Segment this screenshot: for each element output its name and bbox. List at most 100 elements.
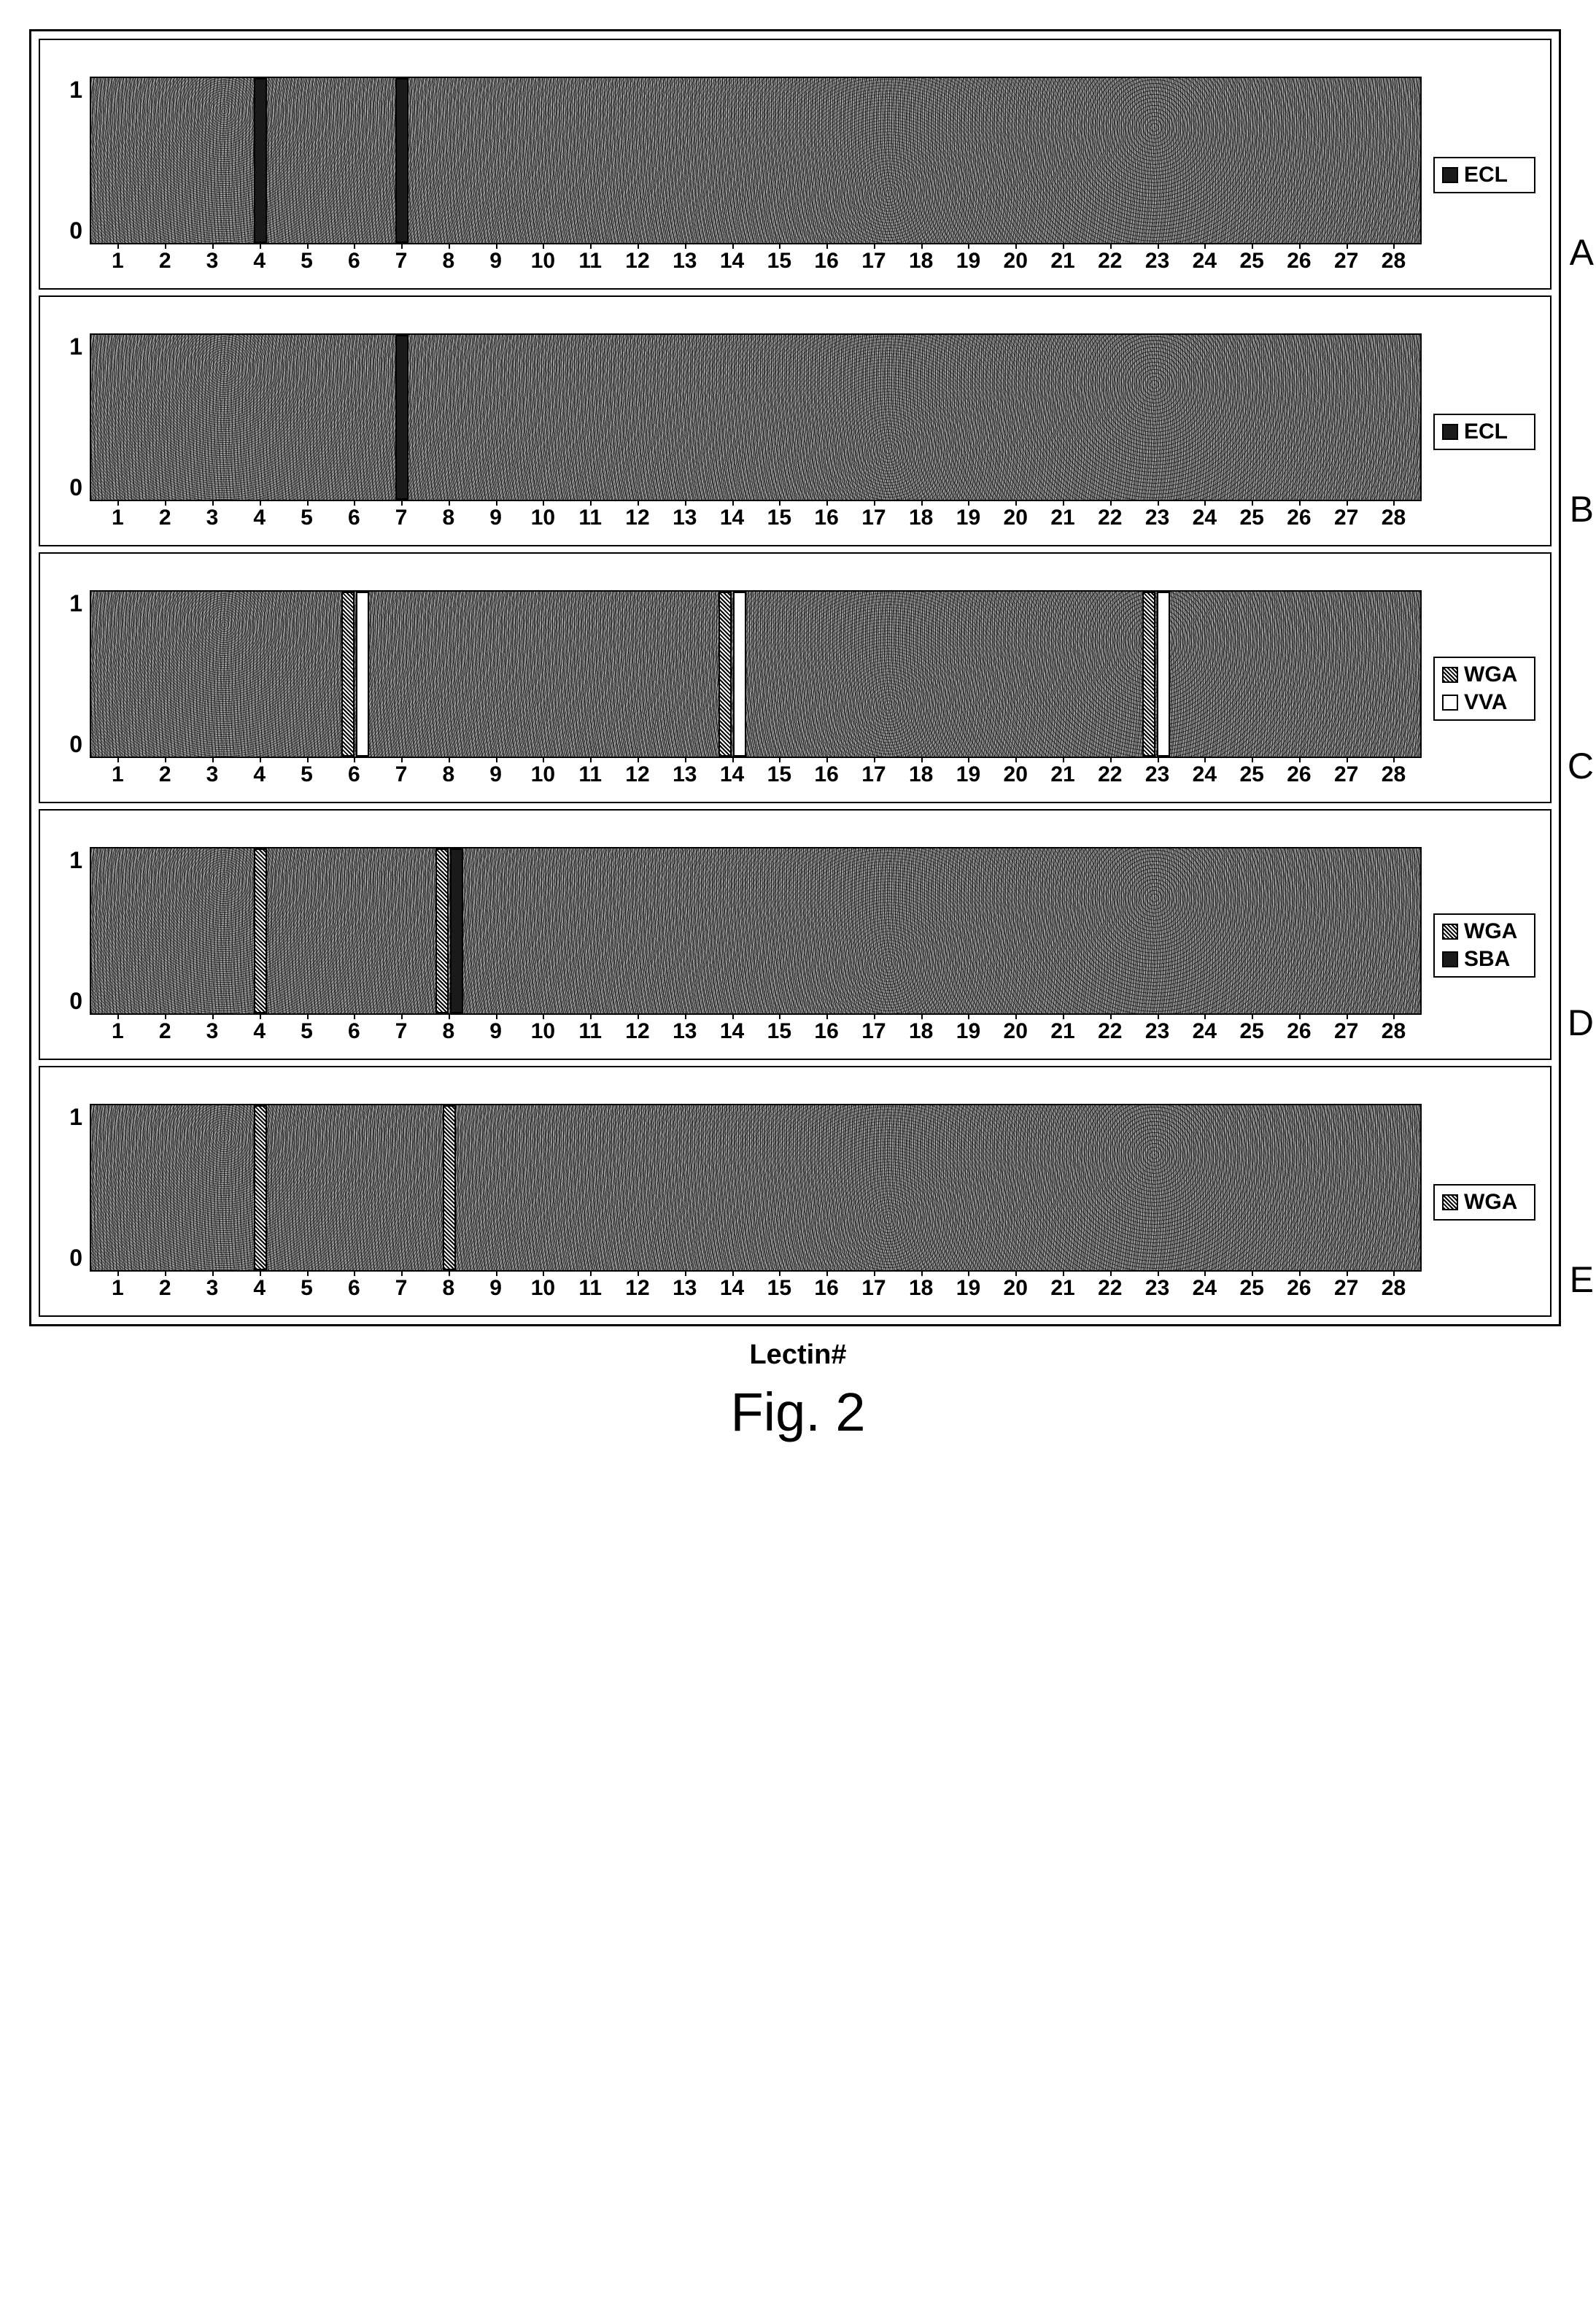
x-tick-label: 15: [756, 1276, 803, 1301]
x-tick-label: 19: [945, 1019, 992, 1044]
category-slot: [991, 592, 1039, 757]
category-slot: [284, 592, 332, 757]
category-slot: [1180, 1105, 1228, 1270]
bar: [443, 1105, 456, 1270]
category-slot: [614, 592, 662, 757]
category-slot: [662, 78, 709, 243]
category-slot: [96, 592, 143, 757]
category-slot: [1274, 848, 1322, 1013]
category-slot: [1322, 335, 1369, 500]
plot-area: [90, 77, 1422, 244]
bar: [254, 848, 267, 1013]
category-slot: [991, 78, 1039, 243]
bar: [356, 592, 369, 757]
x-tick-label: 16: [803, 249, 851, 274]
category-slot: [473, 335, 520, 500]
category-slot: [803, 848, 851, 1013]
x-tick-label: 2: [142, 762, 189, 787]
x-tick-label: 26: [1276, 1276, 1323, 1301]
x-tick-label: 1: [94, 1019, 142, 1044]
chart-zone: 1012345678910111213141516171819202122232…: [55, 847, 1422, 1044]
legend-item: SBA: [1442, 947, 1527, 972]
category-slot: [379, 848, 426, 1013]
category-slot: [237, 78, 284, 243]
category-slot: [1085, 78, 1133, 243]
chart-panel-D: 1012345678910111213141516171819202122232…: [39, 809, 1552, 1060]
x-tick-label: 19: [945, 1276, 992, 1301]
x-axis: 1234567891011121314151617181920212223242…: [90, 1015, 1422, 1044]
category-slot: [756, 592, 803, 757]
x-tick-label: 2: [142, 249, 189, 274]
x-tick-label: 23: [1134, 1019, 1181, 1044]
category-slot: [1180, 848, 1228, 1013]
legend: WGAVVA: [1433, 657, 1535, 721]
x-tick-label: 18: [897, 762, 945, 787]
bar: [1157, 592, 1170, 757]
category-slot: [1274, 78, 1322, 243]
bar: [435, 848, 449, 1013]
plot-area: [90, 847, 1422, 1015]
x-tick-label: 20: [992, 506, 1039, 530]
x-tick-label: 6: [330, 1276, 378, 1301]
bar: [395, 335, 408, 500]
bar: [254, 78, 267, 243]
plot-wrap: 10: [55, 847, 1422, 1015]
x-tick-label: 15: [756, 506, 803, 530]
figure-container: 1012345678910111213141516171819202122232…: [29, 29, 1561, 1326]
panel-letter: D: [1568, 1002, 1594, 1044]
category-slot: [803, 592, 851, 757]
category-slot: [662, 592, 709, 757]
category-slot: [991, 848, 1039, 1013]
category-slot: [520, 592, 567, 757]
category-slot: [473, 78, 520, 243]
category-slot: [1085, 592, 1133, 757]
legend: ECL: [1433, 414, 1535, 450]
x-tick-label: 23: [1134, 506, 1181, 530]
x-tick-label: 26: [1276, 762, 1323, 787]
y-axis: 10: [55, 590, 90, 758]
x-tick-label: 3: [189, 1019, 236, 1044]
category-slot: [1133, 335, 1180, 500]
x-tick-label: 20: [992, 1019, 1039, 1044]
x-tick-label: 27: [1322, 506, 1370, 530]
x-tick-label: 10: [519, 506, 567, 530]
category-slot: [190, 848, 237, 1013]
category-slot: [1227, 1105, 1274, 1270]
x-tick-label: 12: [614, 1019, 662, 1044]
x-tick-label: 7: [378, 249, 425, 274]
category-slot: [379, 78, 426, 243]
x-tick-label: 17: [851, 1276, 898, 1301]
x-tick-label: 24: [1181, 1019, 1228, 1044]
category-slot: [945, 78, 992, 243]
category-slot: [897, 848, 945, 1013]
category-slot: [331, 1105, 379, 1270]
x-tick-label: 5: [283, 1019, 330, 1044]
category-slot: [379, 592, 426, 757]
category-slot: [850, 592, 897, 757]
x-tick-label: 9: [472, 506, 519, 530]
x-tick-label: 23: [1134, 249, 1181, 274]
category-slot: [1133, 1105, 1180, 1270]
y-tick-label: 0: [69, 474, 82, 501]
x-tick-label: 10: [519, 762, 567, 787]
legend-swatch: [1442, 167, 1458, 183]
y-tick-label: 0: [69, 731, 82, 758]
category-slot: [520, 78, 567, 243]
category-slot: [1180, 592, 1228, 757]
category-slot: [1322, 1105, 1369, 1270]
category-slot: [614, 848, 662, 1013]
x-tick-label: 11: [567, 506, 614, 530]
x-tick-label: 10: [519, 1276, 567, 1301]
x-tick-label: 21: [1039, 1019, 1087, 1044]
x-tick-label: 18: [897, 1019, 945, 1044]
y-axis: 10: [55, 77, 90, 244]
category-slot: [1039, 335, 1086, 500]
x-tick-label: 26: [1276, 1019, 1323, 1044]
x-tick-label: 20: [992, 249, 1039, 274]
x-tick-label: 27: [1322, 249, 1370, 274]
bar: [718, 592, 732, 757]
legend-label: ECL: [1464, 419, 1508, 444]
x-tick-label: 19: [945, 249, 992, 274]
x-tick-label: 25: [1228, 1276, 1276, 1301]
category-slot: [425, 592, 473, 757]
